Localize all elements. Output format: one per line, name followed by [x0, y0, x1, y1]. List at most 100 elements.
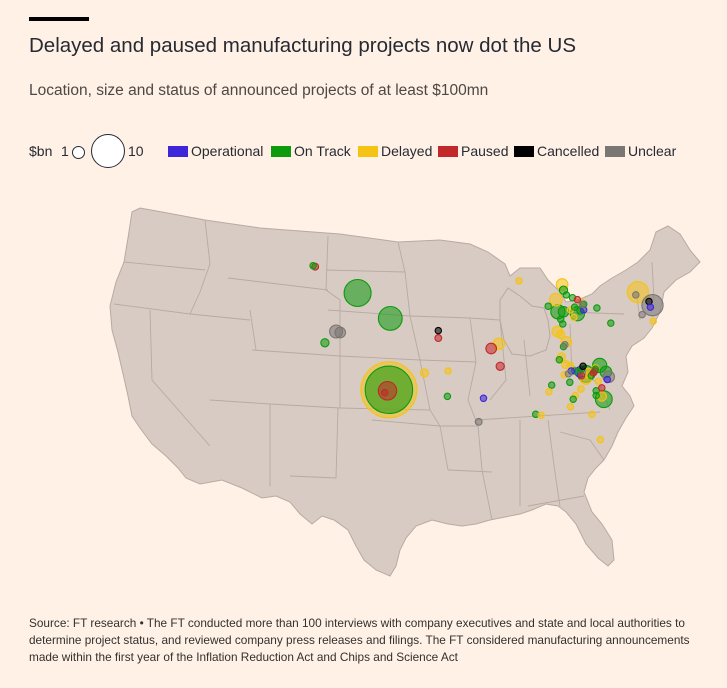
project-marker	[555, 355, 564, 364]
page-title: Delayed and paused manufacturing project…	[29, 34, 577, 57]
project-marker	[559, 320, 567, 328]
border-ar-la	[440, 425, 493, 473]
project-marker	[570, 303, 579, 311]
project-marker	[578, 300, 587, 309]
project-marker	[334, 326, 347, 339]
project-marker	[381, 388, 389, 397]
border-nd-sd	[325, 269, 406, 273]
project-marker	[537, 411, 545, 419]
project-marker	[588, 410, 596, 419]
project-marker	[593, 304, 601, 312]
border-wi-il	[469, 317, 501, 321]
project-marker	[545, 387, 553, 396]
border-mo-east	[467, 317, 479, 427]
project-marker	[479, 394, 488, 403]
legend-size-large-circle	[91, 134, 125, 168]
border-ms-river	[477, 425, 493, 521]
project-marker	[566, 378, 574, 387]
border-or-ca-nv	[113, 303, 191, 315]
legend-swatch-operational	[168, 146, 188, 157]
legend-swatch-delayed	[358, 146, 378, 157]
border-ok-tx	[371, 419, 441, 427]
border-ut-az	[209, 399, 271, 405]
project-marker	[474, 417, 483, 426]
legend-swatch-cancelled	[514, 146, 534, 157]
border-nc-sc	[559, 431, 605, 461]
border-wa-or	[123, 261, 206, 271]
project-marker	[343, 278, 372, 308]
project-marker	[638, 310, 646, 319]
project-marker	[549, 292, 563, 307]
project-marker	[569, 395, 577, 403]
project-marker	[589, 369, 598, 377]
legend-swatch-unclear	[605, 146, 625, 157]
legend-label-operational: Operational	[191, 143, 264, 159]
project-marker	[320, 338, 330, 348]
border-al-ga	[547, 419, 561, 507]
project-marker	[562, 291, 571, 299]
lower-michigan	[499, 287, 551, 357]
project-marker	[377, 305, 403, 331]
project-marker	[649, 317, 657, 325]
border-nm-tx	[289, 407, 339, 479]
legend: $bn 1 10 Operational On Track Delayed Pa…	[29, 134, 719, 168]
border-co-nm	[269, 403, 341, 409]
legend-label-unclear: Unclear	[628, 143, 677, 159]
project-marker	[434, 334, 443, 343]
project-marker	[573, 295, 582, 304]
legend-label-on-track: On Track	[294, 143, 351, 159]
border-ut-wy	[249, 309, 257, 351]
project-marker	[564, 370, 573, 378]
project-marker	[544, 302, 552, 310]
border-nv-ut	[189, 313, 251, 321]
project-marker	[632, 291, 640, 299]
project-marker	[603, 375, 612, 384]
page-subtitle: Location, size and status of announced p…	[29, 82, 489, 99]
project-marker	[570, 313, 578, 322]
project-marker	[594, 377, 603, 386]
project-marker	[434, 326, 443, 335]
legend-swatch-on-track	[271, 146, 291, 157]
legend-size-label: $bn	[29, 143, 53, 159]
border-mt-wy	[227, 277, 329, 291]
project-marker	[607, 319, 615, 327]
project-marker	[547, 381, 556, 389]
project-marker	[646, 303, 655, 311]
project-marker	[309, 261, 317, 270]
project-marker	[561, 340, 569, 349]
title-rule	[29, 17, 89, 21]
legend-size-large-label: 10	[128, 143, 144, 159]
border-wy-co	[251, 349, 341, 357]
project-markers	[309, 261, 664, 444]
project-marker	[596, 435, 605, 444]
legend-swatch-paused	[438, 146, 458, 157]
project-marker	[419, 368, 430, 378]
legend-label-paused: Paused	[461, 143, 509, 159]
project-marker	[485, 342, 498, 355]
project-marker	[515, 277, 523, 285]
project-marker	[577, 371, 586, 380]
border-in-oh	[523, 339, 531, 397]
border-ca-nv	[149, 309, 211, 447]
project-marker	[443, 392, 452, 401]
project-marker	[598, 384, 606, 392]
legend-size-small-label: 1	[61, 143, 69, 159]
project-marker	[495, 361, 505, 371]
project-marker	[557, 305, 570, 318]
us-map	[109, 207, 701, 577]
project-marker	[592, 391, 600, 400]
legend-size-small-circle	[72, 146, 85, 159]
project-marker	[556, 329, 566, 340]
legend-label-cancelled: Cancelled	[537, 143, 600, 159]
project-marker	[576, 384, 585, 393]
border-west-dakotas	[325, 235, 341, 408]
border-ne-ks	[339, 355, 421, 361]
project-marker	[579, 362, 587, 371]
project-marker	[444, 367, 452, 375]
legend-label-delayed: Delayed	[381, 143, 433, 159]
border-idaho	[189, 219, 211, 315]
border-ia-mo	[409, 315, 477, 363]
border-ga-fl	[527, 495, 585, 507]
source-note: Source: FT research • The FT conducted m…	[29, 616, 690, 664]
project-marker	[566, 402, 575, 411]
